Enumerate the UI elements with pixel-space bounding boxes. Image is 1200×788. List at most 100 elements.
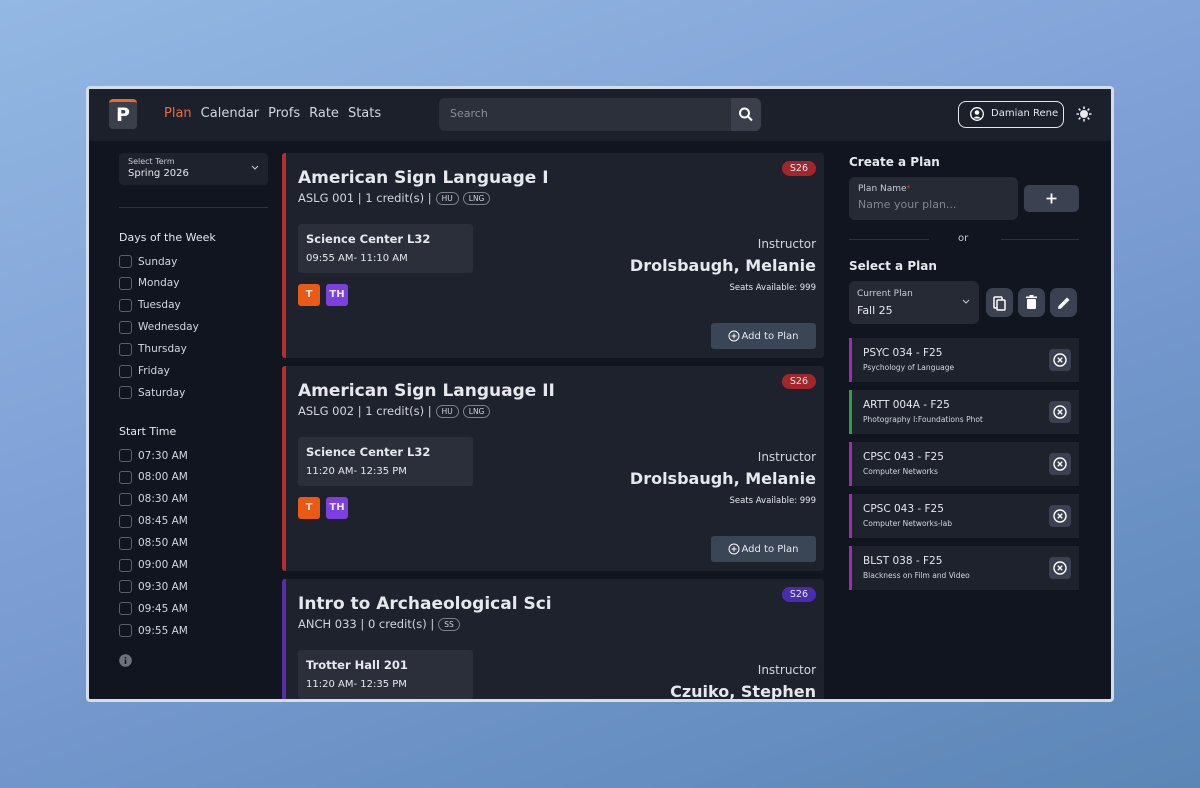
create-button[interactable] [1024,185,1079,212]
tag: HU [435,191,459,205]
checkbox[interactable] [119,602,132,616]
checkbox-option[interactable]: Friday [119,364,170,378]
checkbox-label: Sunday [138,255,178,268]
course-card[interactable]: S26 Intro to Archaeological Sci ANCH 033 |… [282,579,824,699]
plan-course[interactable]: BLST 038 - F25 Blackness on Film and Vide… [849,546,1079,590]
nav-link[interactable]: Calendar [200,106,260,121]
checkbox[interactable] [119,320,132,334]
checkbox-option[interactable]: 07:30 AM [119,449,188,462]
checkbox-label: Monday [138,277,180,290]
remove-button[interactable] [1049,557,1071,579]
current-plan-value: Fall 25 [857,304,893,317]
nav-link[interactable]: Profs [268,106,301,121]
course-card[interactable]: S26 American Sign Language II ASLG 002 | 1… [282,366,824,571]
seats-available: Seats Available: 999 [729,496,816,506]
remove-button[interactable] [1049,505,1071,527]
plan-course-name: Computer Networks-lab [863,519,953,528]
checkbox[interactable] [119,580,132,594]
checkbox-option[interactable]: Thursday [119,342,187,356]
remove-icon [1053,353,1067,367]
checkbox-label: Tuesday [138,299,181,312]
checkbox-option[interactable]: 09:30 AM [119,580,188,594]
tag: LNG [462,404,491,418]
checkbox-option[interactable]: 08:00 AM [119,470,188,484]
remove-icon [1053,405,1067,419]
checkbox-option[interactable]: 08:50 AM [119,536,188,550]
checkbox-option[interactable]: 09:45 AM [119,602,188,616]
remove-button[interactable] [1049,453,1071,475]
course-code: ANCH 033 | 0 credit(s) | [298,617,435,631]
plan-course-name: Blackness on Film and Video [863,571,970,580]
plan-course-name: Psychology of Language [863,363,955,372]
user-button[interactable]: Damian Rene [958,101,1064,128]
checkbox[interactable] [119,624,132,638]
search-button[interactable] [731,98,761,131]
term-badge: S26 [781,587,816,602]
current-plan-label: Current Plan [857,289,913,299]
plan-name-input[interactable]: Plan Name* Name your plan... [849,177,1018,220]
checkbox[interactable] [119,470,132,484]
nav-link[interactable]: Rate [309,106,339,121]
info-icon[interactable] [119,654,132,667]
term-value: Spring 2026 [128,168,189,179]
search-box[interactable]: Search [439,98,761,131]
term-badge: S26 [781,161,816,176]
checkbox-label: Friday [138,365,170,377]
remove-button[interactable] [1049,349,1071,371]
plan-name-placeholder: Name your plan... [858,198,957,211]
checkbox-option[interactable]: 09:55 AM [119,624,188,638]
checkbox-option[interactable]: 08:30 AM [119,492,188,506]
checkbox-label: 08:50 AM [138,537,188,550]
current-plan-select[interactable]: Current Plan Fall 25 [849,281,979,324]
plan-course[interactable]: CPSC 043 - F25 Computer Networks [849,442,1079,486]
course-title: American Sign Language II [298,381,555,401]
divider [1001,239,1079,240]
delete-button[interactable] [1018,288,1045,317]
logo[interactable]: P [109,99,137,129]
checkbox[interactable] [119,255,132,268]
location: Science Center L32 [306,232,431,246]
copy-icon [993,296,1006,311]
checkbox[interactable] [119,386,132,400]
plan-course[interactable]: ARTT 004A - F25 Photography I:Foundations… [849,390,1079,434]
checkbox[interactable] [119,298,132,312]
theme-toggle[interactable] [1076,106,1092,122]
checkbox-option[interactable]: Saturday [119,386,185,400]
checkbox[interactable] [119,342,132,356]
required-mark: * [906,184,911,192]
location-box: Science Center L32 09:55 AM- 11:10 AM [298,224,473,273]
button-label: Add to Plan [741,543,799,555]
checkbox[interactable] [119,514,132,528]
plan-course[interactable]: CPSC 043 - F25 Computer Networks-lab [849,494,1079,538]
add-to-plan-button[interactable]: Add to Plan [711,536,816,562]
checkbox[interactable] [119,492,132,506]
checkbox-option[interactable]: Wednesday [119,320,199,334]
copy-button[interactable] [986,288,1013,317]
edit-icon [1058,297,1070,309]
plan-course-code: PSYC 034 - F25 [863,347,943,359]
checkbox[interactable] [119,558,132,572]
checkbox[interactable] [119,536,132,550]
plan-course[interactable]: PSYC 034 - F25 Psychology of Language [849,338,1079,382]
checkbox-option[interactable]: 08:45 AM [119,514,188,528]
plus-circle-icon [728,330,740,342]
remove-button[interactable] [1049,401,1071,423]
checkbox[interactable] [119,449,132,462]
nav-link[interactable]: Stats [347,106,382,121]
checkbox-label: Wednesday [138,321,199,334]
edit-button[interactable] [1050,288,1077,317]
checkbox-option[interactable]: 09:00 AM [119,558,188,572]
course-card[interactable]: S26 American Sign Language I ASLG 001 | 1 … [282,153,824,358]
plus-icon [1046,193,1057,204]
checkbox[interactable] [119,276,132,290]
nav-link[interactable]: Plan [164,106,192,121]
checkbox-option[interactable]: Sunday [119,255,177,268]
add-to-plan-button[interactable]: Add to Plan [711,323,816,349]
plan-name-label: Plan Name [858,184,907,194]
checkbox-option[interactable]: Tuesday [119,298,181,312]
trash-icon [1026,295,1037,309]
checkbox[interactable] [119,364,132,378]
checkbox-option[interactable]: Monday [119,276,180,290]
divider [849,239,929,240]
term-select[interactable]: Select Term Spring 2026 [119,153,268,185]
